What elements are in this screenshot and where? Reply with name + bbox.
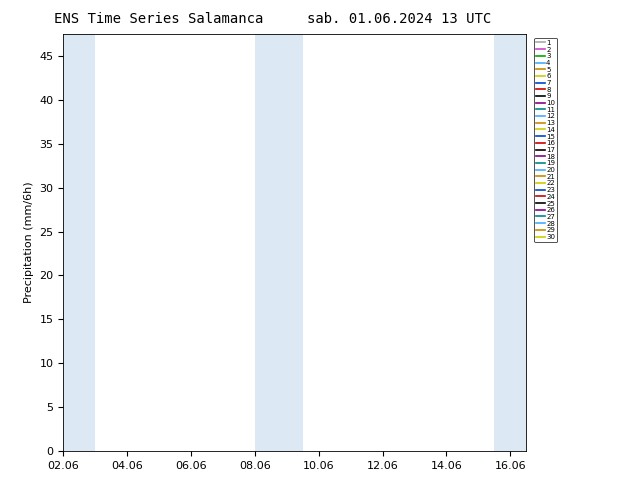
Bar — [495, 34, 526, 451]
Y-axis label: Precipitation (mm/6h): Precipitation (mm/6h) — [24, 182, 34, 303]
Bar — [255, 34, 303, 451]
Bar — [63, 34, 95, 451]
Legend: 1, 2, 3, 4, 5, 6, 7, 8, 9, 10, 11, 12, 13, 14, 15, 16, 17, 18, 19, 20, 21, 22, 2: 1, 2, 3, 4, 5, 6, 7, 8, 9, 10, 11, 12, 1… — [534, 38, 557, 242]
Text: sab. 01.06.2024 13 UTC: sab. 01.06.2024 13 UTC — [307, 12, 491, 26]
Text: ENS Time Series Salamanca: ENS Time Series Salamanca — [54, 12, 263, 26]
